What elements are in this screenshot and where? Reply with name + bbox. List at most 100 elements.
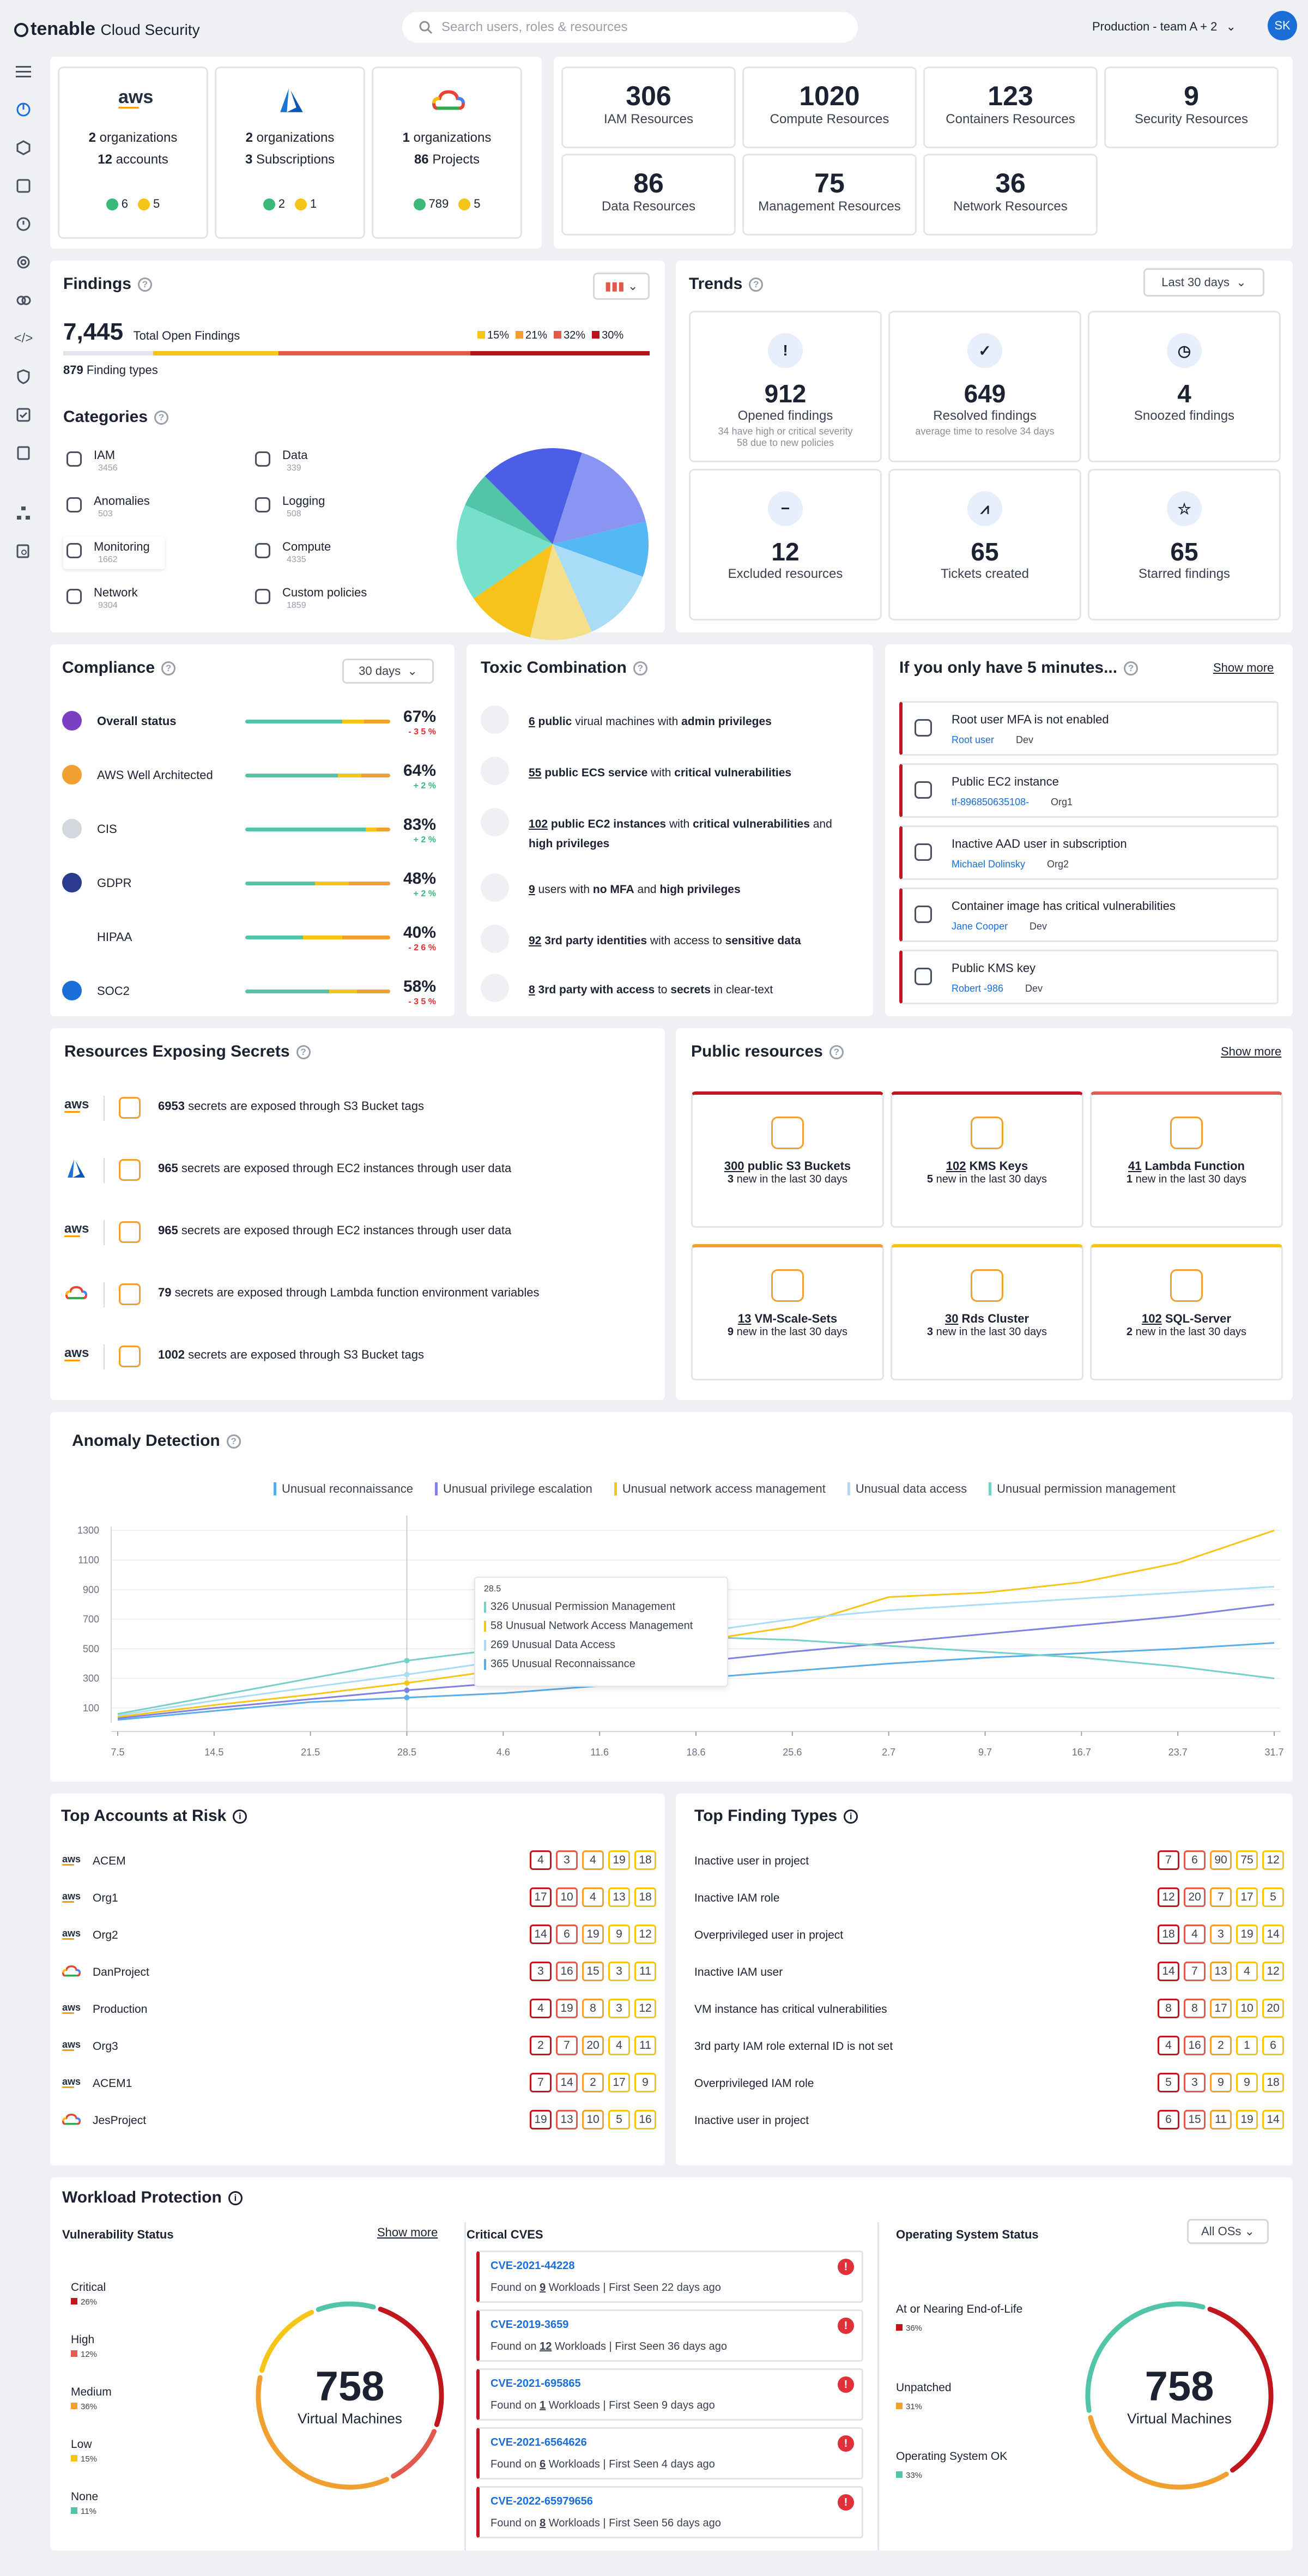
- inventory-icon[interactable]: [15, 178, 32, 194]
- help-icon[interactable]: ?: [154, 411, 169, 425]
- resource-tile[interactable]: 1020 Compute Resources: [742, 67, 917, 148]
- risk-row[interactable]: aws ACEM 4 3 4 19 18: [62, 1850, 656, 1874]
- finding-resource-link[interactable]: tf-896850635108-: [952, 797, 1030, 807]
- severity-count-box[interactable]: 15: [582, 1962, 604, 1981]
- severity-count-box[interactable]: 5: [1262, 1887, 1284, 1907]
- severity-count-box[interactable]: 20: [582, 2036, 604, 2055]
- severity-count-box[interactable]: 6: [1184, 1850, 1206, 1870]
- risk-row[interactable]: aws Org1 17 10 4 13 18: [62, 1887, 656, 1911]
- cve-id[interactable]: CVE-2022-65979656: [491, 2495, 593, 2507]
- severity-count-box[interactable]: 8: [582, 1999, 604, 2018]
- severity-count-box[interactable]: 4: [530, 1850, 552, 1870]
- chart-type-selector[interactable]: ▮▮▮ ⌄: [593, 273, 650, 300]
- legend-item[interactable]: Unusual network access management: [614, 1482, 826, 1496]
- category-item[interactable]: IAM 3456: [63, 445, 165, 478]
- risk-row[interactable]: aws Production 4 19 8 3 12: [62, 1999, 656, 2023]
- severity-count-box[interactable]: 3: [1210, 1925, 1232, 1944]
- os-legend-item[interactable]: Operating System OK 33%: [896, 2450, 1007, 2480]
- category-item[interactable]: Custom policies 1859: [252, 582, 415, 615]
- severity-count-box[interactable]: 11: [634, 1962, 656, 1981]
- compliance-range-selector[interactable]: 30 days ⌄: [342, 659, 434, 684]
- help-icon[interactable]: ?: [296, 1045, 311, 1060]
- resource-tile[interactable]: 36 Network Resources: [923, 154, 1098, 236]
- severity-count-box[interactable]: 6: [1158, 2110, 1179, 2129]
- compliance-row[interactable]: CIS 83% + 2 %: [62, 813, 444, 857]
- cve-item[interactable]: CVE-2021-695865! Found on 1 Workloads | F…: [476, 2368, 863, 2421]
- help-icon[interactable]: ?: [829, 1045, 844, 1060]
- report-icon[interactable]: [15, 445, 32, 461]
- severity-count-box[interactable]: 1: [1236, 2036, 1258, 2055]
- severity-count-box[interactable]: 16: [1184, 2036, 1206, 2055]
- risk-row[interactable]: Inactive IAM user 14 7 13 4 12: [694, 1962, 1284, 1986]
- compliance-row[interactable]: GDPR 48% + 2 %: [62, 867, 444, 911]
- trend-tile[interactable]: − 12 Excluded resources: [689, 469, 882, 620]
- resource-tile[interactable]: 86 Data Resources: [561, 154, 736, 236]
- severity-count-box[interactable]: 10: [1236, 1999, 1258, 2018]
- toxic-item[interactable]: 55 public ECS service with critical vuln…: [481, 757, 857, 800]
- public-resource-tile[interactable]: 13 VM-Scale-Sets 9 new in the last 30 day…: [691, 1244, 884, 1380]
- secret-exposure-row[interactable]: 965 secrets are exposed through EC2 inst…: [64, 1150, 642, 1194]
- severity-count-box[interactable]: 13: [556, 2110, 578, 2129]
- category-item[interactable]: Compute 4335: [252, 536, 415, 569]
- severity-count-box[interactable]: 7: [530, 2073, 552, 2092]
- trends-range-selector[interactable]: Last 30 days ⌄: [1143, 268, 1264, 297]
- severity-count-box[interactable]: 19: [1236, 2110, 1258, 2129]
- trend-tile[interactable]: ⩘ 65 Tickets created: [888, 469, 1081, 620]
- severity-count-box[interactable]: 9: [608, 1925, 630, 1944]
- secret-exposure-row[interactable]: aws 6953 secrets are exposed through S3 B…: [64, 1088, 642, 1132]
- severity-count-box[interactable]: 11: [634, 2036, 656, 2055]
- environment-selector[interactable]: Production - team A + 2 ⌄: [1092, 20, 1236, 34]
- alert-icon[interactable]: [15, 216, 32, 232]
- secret-exposure-row[interactable]: aws 1002 secrets are exposed through S3 B…: [64, 1337, 642, 1380]
- risk-row[interactable]: DanProject 3 16 15 3 11: [62, 1962, 656, 1986]
- network-icon[interactable]: [15, 292, 32, 309]
- severity-count-box[interactable]: 3: [530, 1962, 552, 1981]
- risk-row[interactable]: VM instance has critical vulnerabilities…: [694, 1999, 1284, 2023]
- severity-count-box[interactable]: 10: [582, 2110, 604, 2129]
- help-icon[interactable]: ?: [749, 277, 764, 292]
- legend-item[interactable]: Unusual data access: [847, 1482, 967, 1496]
- severity-count-box[interactable]: 14: [1262, 2110, 1284, 2129]
- search-input[interactable]: Search users, roles & resources: [402, 12, 858, 43]
- toxic-item[interactable]: 6 public virual machines with admin priv…: [481, 705, 857, 749]
- legend-item[interactable]: Unusual reconnaissance: [274, 1482, 413, 1496]
- vuln-legend-item[interactable]: High 12%: [71, 2333, 97, 2359]
- severity-count-box[interactable]: 6: [556, 1925, 578, 1944]
- category-item[interactable]: Anomalies 503: [63, 491, 165, 523]
- severity-count-box[interactable]: 18: [1262, 2073, 1284, 2092]
- severity-count-box[interactable]: 19: [1236, 1925, 1258, 1944]
- severity-count-box[interactable]: 2: [1210, 2036, 1232, 2055]
- severity-count-box[interactable]: 15: [1184, 2110, 1206, 2129]
- severity-count-box[interactable]: 7: [556, 2036, 578, 2055]
- brand-logo[interactable]: tenable Cloud Security: [14, 19, 200, 40]
- show-more-link[interactable]: Show more: [377, 2225, 438, 2239]
- cve-item[interactable]: CVE-2022-65979656! Found on 8 Workloads |…: [476, 2486, 863, 2538]
- finding-resource-link[interactable]: Jane Cooper: [952, 921, 1008, 932]
- severity-count-box[interactable]: 18: [634, 1887, 656, 1907]
- code-icon[interactable]: </>: [14, 331, 33, 346]
- trend-tile[interactable]: ! 912 Opened findings 34 have high or criti…: [689, 311, 882, 462]
- os-legend-item[interactable]: At or Nearing End-of-Life 36%: [896, 2303, 1022, 2333]
- help-icon[interactable]: ?: [1124, 661, 1139, 676]
- severity-count-box[interactable]: 2: [582, 2073, 604, 2092]
- severity-count-box[interactable]: 13: [608, 1887, 630, 1907]
- category-item[interactable]: Logging 508: [252, 491, 415, 523]
- severity-count-box[interactable]: 4: [582, 1887, 604, 1907]
- cve-item[interactable]: CVE-2021-6564626! Found on 6 Workloads | …: [476, 2427, 863, 2480]
- fingerprint-icon[interactable]: [15, 254, 32, 270]
- show-more-link[interactable]: Show more: [1213, 661, 1274, 674]
- severity-count-box[interactable]: 4: [530, 1999, 552, 2018]
- os-filter-selector[interactable]: All OSs ⌄: [1187, 2219, 1269, 2244]
- category-item[interactable]: Data 339: [252, 445, 415, 478]
- category-item[interactable]: Monitoring 1662: [63, 536, 165, 569]
- public-resource-tile[interactable]: 300 public S3 Buckets 3 new in the last 3…: [691, 1091, 884, 1228]
- severity-count-box[interactable]: 8: [1184, 1999, 1206, 2018]
- severity-count-box[interactable]: 8: [1158, 1999, 1179, 2018]
- toxic-item[interactable]: 9 users with no MFA and high privileges: [481, 873, 857, 917]
- public-resource-tile[interactable]: 102 SQL-Server 2 new in the last 30 days: [1090, 1244, 1283, 1380]
- severity-count-box[interactable]: 4: [608, 2036, 630, 2055]
- severity-count-box[interactable]: 75: [1236, 1850, 1258, 1870]
- vuln-legend-item[interactable]: Critical 26%: [71, 2281, 106, 2307]
- hierarchy-icon[interactable]: [15, 505, 32, 521]
- severity-count-box[interactable]: 14: [530, 1925, 552, 1944]
